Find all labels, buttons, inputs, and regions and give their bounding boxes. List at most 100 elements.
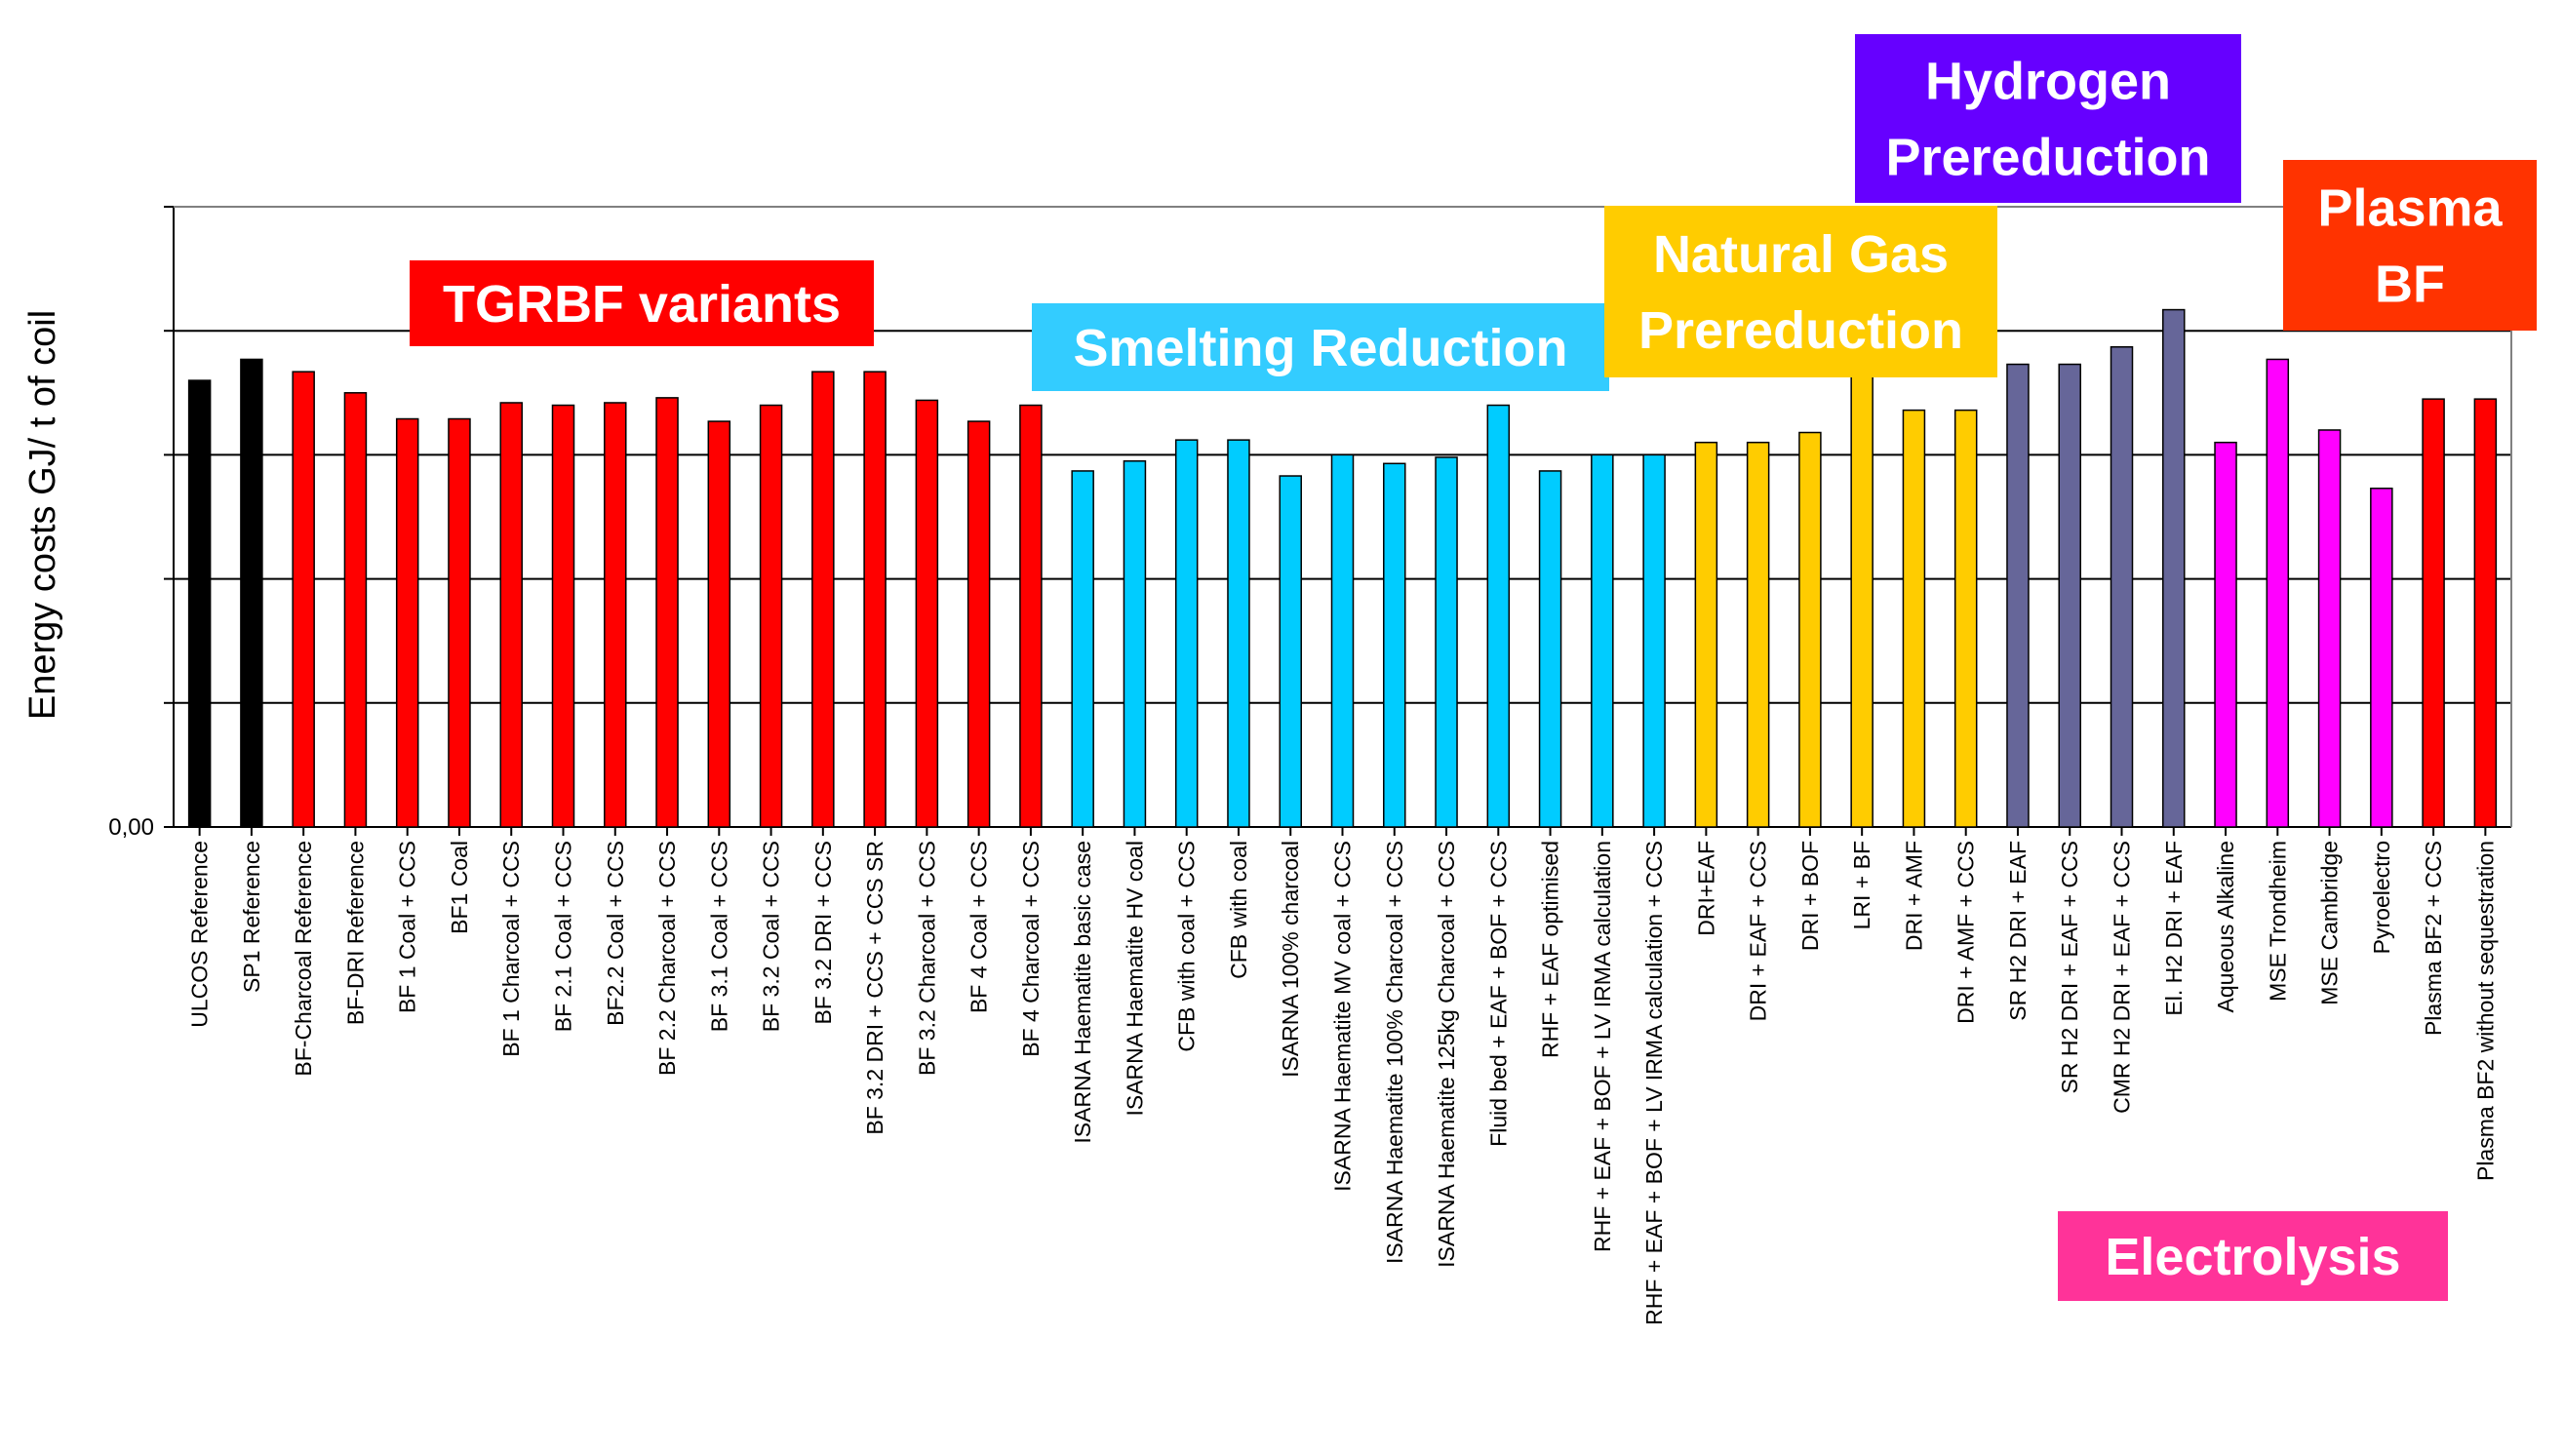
- annotation-smelting: Smelting Reduction: [1032, 303, 1609, 391]
- bar: [1538, 470, 1562, 828]
- bar: [2162, 308, 2186, 828]
- bar: [187, 379, 212, 828]
- x-tick-label: CFB with coal + CCS: [1174, 841, 1200, 1052]
- x-tick-label: BF-Charcoal Reference: [291, 841, 316, 1077]
- x-tick-label: BF 2.2 Charcoal + CCS: [654, 841, 680, 1076]
- bar: [863, 371, 887, 828]
- x-tick-label: DRI + EAF + CCS: [1746, 841, 1771, 1021]
- x-tick-label: BF 1 Charcoal + CCS: [498, 841, 524, 1057]
- bar: [1798, 431, 1822, 828]
- x-tick-label: DRI + AMF + CCS: [1953, 841, 1979, 1024]
- bar: [707, 420, 731, 828]
- bar: [2266, 358, 2290, 828]
- x-tick-label: BF 3.1 Coal + CCS: [706, 841, 731, 1032]
- x-tick-label: BF 3.2 Coal + CCS: [759, 841, 784, 1032]
- x-tick-label: ISARNA 100% charcoal: [1278, 841, 1303, 1078]
- bar: [1850, 367, 1874, 828]
- annotation-text: Prereduction: [1638, 301, 1963, 360]
- bar: [2317, 429, 2342, 828]
- bar: [2006, 363, 2030, 828]
- x-tick-label: LRI + BF: [1849, 841, 1874, 929]
- bar: [1383, 462, 1406, 828]
- x-tick-label: BF 1 Coal + CCS: [395, 841, 420, 1013]
- x-tick-label: RHF + EAF + BOF + LV IRMA calculation: [1590, 841, 1615, 1252]
- bar: [915, 399, 939, 828]
- x-tick-label: BF 4 Charcoal + CCS: [1018, 841, 1044, 1057]
- x-tick-label: BF 3.2 DRI + CCS: [810, 841, 836, 1025]
- x-tick-label: El. H2 DRI + EAF: [2161, 841, 2187, 1016]
- bar: [2370, 487, 2393, 828]
- bar: [2110, 345, 2134, 828]
- bar: [2422, 398, 2445, 828]
- bar: [343, 392, 368, 828]
- bar: [1019, 404, 1043, 828]
- x-tick-label: DRI + AMF: [1901, 841, 1926, 951]
- x-tick-label: SR H2 DRI + EAF: [2005, 841, 2031, 1021]
- bar: [240, 358, 263, 828]
- x-tick-label: BF 4 Coal + CCS: [966, 841, 992, 1013]
- x-tick-label: DRI+EAF: [1693, 841, 1718, 936]
- bar: [604, 402, 627, 828]
- x-tick-label: ULCOS Reference: [187, 841, 213, 1028]
- bar: [292, 371, 315, 828]
- annotation-natgas: Natural Gas Prereduction: [1604, 206, 1997, 377]
- annotation-text: Natural Gas: [1653, 225, 1949, 284]
- bar: [1174, 439, 1199, 828]
- x-tick-label: ISARNA Haematite basic case: [1070, 841, 1095, 1144]
- x-tick-label: BF 2.1 Coal + CCS: [551, 841, 576, 1032]
- x-tick-label: Plasma BF2 + CCS: [2421, 841, 2446, 1036]
- bar: [2058, 363, 2081, 828]
- x-tick-label: Pyroelectro: [2369, 841, 2394, 954]
- bar: [448, 417, 471, 828]
- x-tick-label: Aqueous Alkaline: [2213, 841, 2238, 1012]
- bar: [1591, 453, 1614, 828]
- annotation-box: [1855, 34, 2241, 203]
- bar: [551, 404, 575, 828]
- bar: [499, 402, 523, 828]
- bar: [2473, 398, 2498, 828]
- annotation-text: Hydrogen: [1925, 53, 2171, 111]
- annotation-plasma: Plasma BF: [2283, 160, 2537, 331]
- annotation-text: Electrolysis: [2105, 1228, 2400, 1286]
- bar: [655, 397, 679, 828]
- x-tick-label: Plasma BF2 without sequestration: [2472, 841, 2498, 1181]
- y-axis-label: Energy costs GJ/ t of coil: [22, 310, 63, 720]
- x-tick-label: DRI + BOF: [1797, 841, 1823, 951]
- x-tick-labels: ULCOS Reference SP1 Reference BF-Charcoal …: [187, 827, 2498, 1325]
- bar: [1071, 470, 1094, 828]
- category-annotations: TGRBF variants Smelting Reduction Natural …: [410, 34, 2537, 1301]
- bar: [1227, 439, 1250, 828]
- annotation-box: [410, 260, 874, 346]
- bar: [1746, 441, 1770, 828]
- annotation-electrolysis: Electrolysis: [2058, 1211, 2448, 1301]
- bar: [2214, 441, 2237, 828]
- y-tick-label: 0,00: [108, 814, 154, 841]
- x-tick-label: BF 3.2 Charcoal + CCS: [914, 841, 939, 1076]
- x-tick-label: ISARNA Haematite MV coal + CCS: [1330, 841, 1356, 1192]
- x-tick-label: MSE Cambridge: [2317, 841, 2343, 1005]
- annotation-text: Prereduction: [1885, 129, 2210, 187]
- bar: [1435, 456, 1458, 828]
- bar: [1642, 453, 1666, 828]
- bar: [1953, 409, 1978, 828]
- x-tick-label: ISARNA Haematite 125kg Charcoal + CCS: [1434, 841, 1459, 1268]
- x-tick-label: CFB with coal: [1226, 841, 1251, 979]
- annotation-box: [2058, 1211, 2448, 1301]
- x-tick-label: RHF + EAF optimised: [1538, 841, 1563, 1058]
- x-tick-label: SR H2 DRI + EAF + CCS: [2057, 841, 2082, 1093]
- bar: [395, 417, 419, 828]
- x-tick-label: MSE Trondheim: [2265, 841, 2290, 1002]
- annotation-box: [1032, 303, 1609, 391]
- bar: [811, 371, 835, 828]
- x-tick-label: BF1 Coal: [447, 841, 472, 934]
- bar: [966, 420, 991, 828]
- x-tick-label: RHF + EAF + BOF + LV IRMA calculation + …: [1641, 841, 1667, 1325]
- x-tick-label: SP1 Reference: [239, 841, 264, 993]
- x-tick-label: BF-DRI Reference: [342, 841, 368, 1025]
- annotation-text: Plasma: [2317, 179, 2503, 238]
- annotation-text: BF: [2375, 256, 2445, 314]
- annotation-box: [1604, 206, 1997, 377]
- x-tick-label: ISARNA Haematite 100% Charcoal + CCS: [1382, 841, 1407, 1264]
- bar: [1694, 441, 1718, 828]
